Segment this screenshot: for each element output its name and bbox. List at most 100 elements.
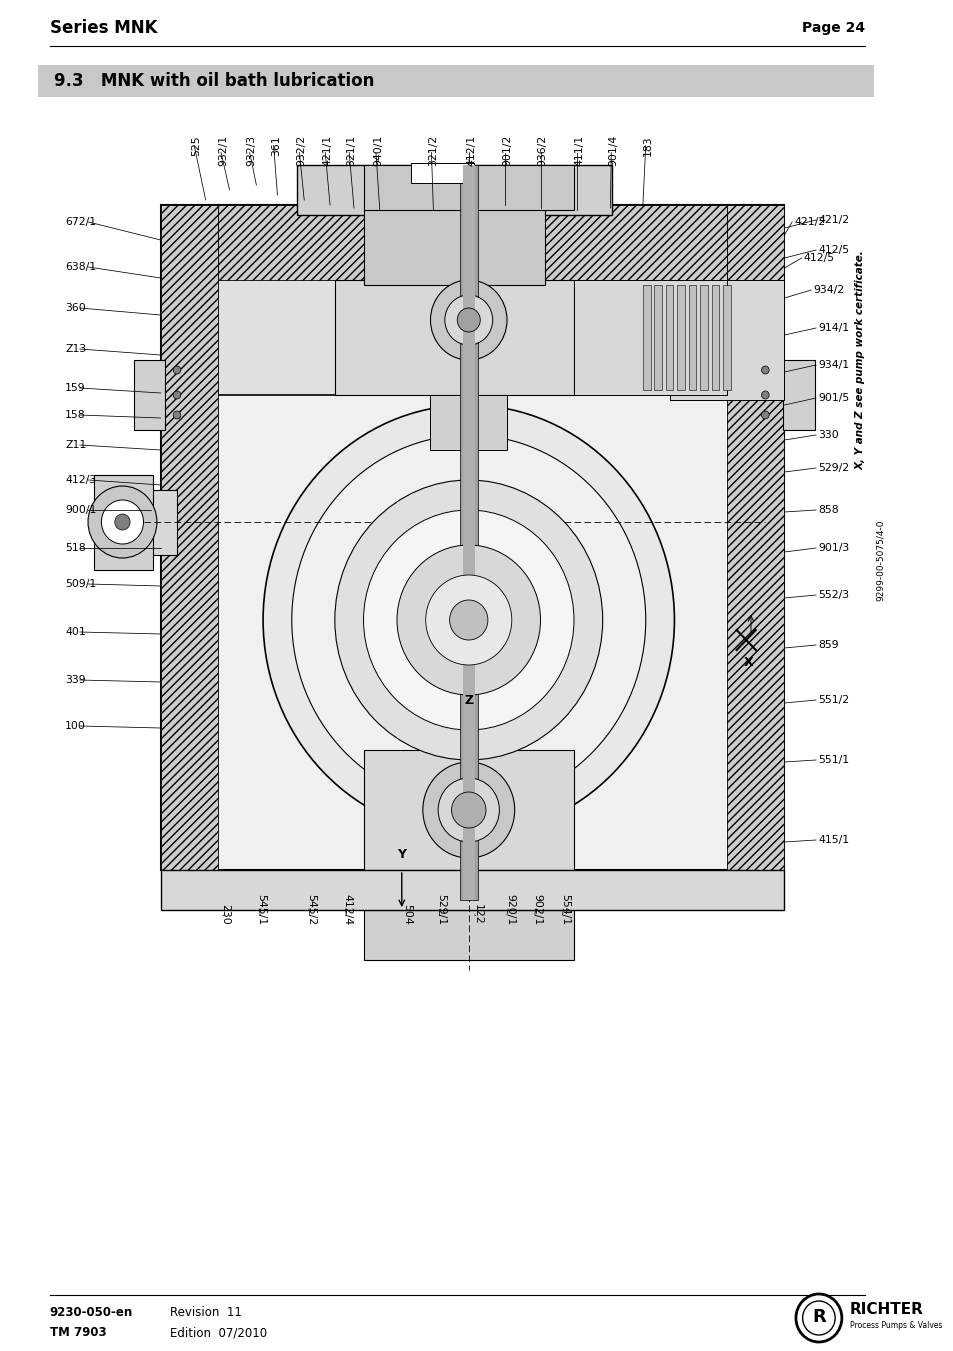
Text: 932/1: 932/1	[218, 135, 228, 166]
Circle shape	[173, 366, 181, 374]
Bar	[133, 359, 164, 430]
Bar	[726, 205, 783, 870]
Bar	[462, 165, 475, 900]
Text: Z: Z	[464, 693, 473, 707]
Text: Y: Y	[396, 848, 406, 862]
Text: 914/1: 914/1	[817, 323, 848, 332]
Text: X: X	[742, 655, 752, 669]
Bar	[411, 163, 473, 182]
Bar	[669, 280, 783, 400]
Circle shape	[88, 486, 156, 558]
Text: 412/1: 412/1	[466, 135, 476, 166]
Bar	[93, 149, 823, 961]
Circle shape	[456, 308, 479, 332]
Bar	[665, 285, 673, 390]
Bar	[160, 205, 218, 870]
Text: 551/1: 551/1	[817, 755, 848, 765]
Circle shape	[335, 480, 602, 761]
Text: 412/4: 412/4	[342, 894, 352, 925]
Text: 421/1: 421/1	[322, 135, 332, 166]
Text: 504: 504	[401, 904, 412, 925]
Text: Revision  11: Revision 11	[170, 1305, 242, 1319]
Bar	[363, 205, 545, 285]
Text: 401: 401	[65, 627, 86, 638]
Text: 321/2: 321/2	[428, 135, 438, 166]
Text: 321/1: 321/1	[346, 135, 355, 166]
Text: 159: 159	[65, 382, 86, 393]
Text: 932/3: 932/3	[247, 135, 256, 166]
Circle shape	[173, 411, 181, 419]
Text: 901/2: 901/2	[501, 135, 512, 166]
Text: 902/1: 902/1	[533, 894, 542, 925]
Text: 551/2: 551/2	[817, 694, 848, 705]
Text: 509/1: 509/1	[65, 580, 96, 589]
Text: 230: 230	[220, 904, 230, 925]
Text: 330: 330	[817, 430, 838, 440]
Circle shape	[422, 762, 514, 858]
Bar	[781, 359, 814, 430]
Bar	[430, 394, 506, 450]
Bar	[160, 870, 783, 911]
Text: 339: 339	[65, 676, 86, 685]
Bar	[669, 280, 783, 400]
Text: 638/1: 638/1	[65, 262, 96, 272]
Text: 934/2: 934/2	[812, 285, 843, 295]
Circle shape	[425, 576, 511, 665]
Bar	[296, 165, 612, 215]
Circle shape	[760, 390, 768, 399]
Text: TM 7903: TM 7903	[50, 1327, 107, 1339]
Text: 412/5: 412/5	[817, 245, 848, 255]
Bar	[459, 165, 477, 900]
Text: 920/1: 920/1	[504, 894, 515, 925]
Text: 672/1: 672/1	[65, 218, 96, 227]
Text: 360: 360	[65, 303, 86, 313]
Text: 934/1: 934/1	[817, 359, 848, 370]
Text: Edition  07/2010: Edition 07/2010	[170, 1327, 267, 1339]
Circle shape	[114, 513, 130, 530]
Bar	[160, 205, 783, 394]
Bar	[669, 870, 783, 911]
Text: 525: 525	[192, 135, 201, 155]
Circle shape	[449, 600, 487, 640]
Text: 9230-050-en: 9230-050-en	[50, 1305, 132, 1319]
Text: 9.3   MNK with oil bath lubrication: 9.3 MNK with oil bath lubrication	[53, 72, 374, 91]
Text: 421/2: 421/2	[793, 218, 824, 227]
Text: 858: 858	[817, 505, 838, 515]
Circle shape	[430, 280, 506, 359]
Text: 545/2: 545/2	[306, 894, 315, 925]
Text: 940/1: 940/1	[373, 135, 383, 166]
Bar	[363, 165, 574, 209]
Text: 859: 859	[817, 640, 838, 650]
Circle shape	[363, 509, 574, 730]
Text: 936/2: 936/2	[537, 135, 547, 166]
Text: 412/3: 412/3	[65, 476, 96, 485]
Circle shape	[437, 778, 498, 842]
Text: 518: 518	[65, 543, 86, 553]
Text: 361: 361	[271, 135, 280, 155]
Bar	[160, 205, 783, 870]
Bar	[700, 285, 707, 390]
Text: Z13: Z13	[65, 345, 86, 354]
Bar	[688, 285, 696, 390]
Text: 900/1: 900/1	[65, 505, 96, 515]
Text: 901/4: 901/4	[608, 135, 618, 166]
Bar	[574, 280, 726, 394]
Circle shape	[396, 544, 540, 694]
Text: 412/5: 412/5	[802, 253, 834, 263]
Text: 529/2: 529/2	[817, 463, 848, 473]
Bar	[95, 490, 177, 555]
Text: 411/1: 411/1	[574, 135, 583, 166]
Bar	[38, 65, 874, 97]
Text: 529/1: 529/1	[436, 894, 446, 925]
Circle shape	[444, 295, 492, 345]
Text: Page 24: Page 24	[801, 22, 864, 35]
Text: Series MNK: Series MNK	[50, 19, 157, 36]
Text: 122: 122	[472, 904, 482, 925]
Bar	[677, 285, 684, 390]
Circle shape	[101, 500, 143, 544]
Text: R: R	[811, 1308, 825, 1325]
Text: 901/3: 901/3	[817, 543, 848, 553]
Circle shape	[760, 411, 768, 419]
Circle shape	[263, 405, 674, 835]
Circle shape	[451, 792, 485, 828]
